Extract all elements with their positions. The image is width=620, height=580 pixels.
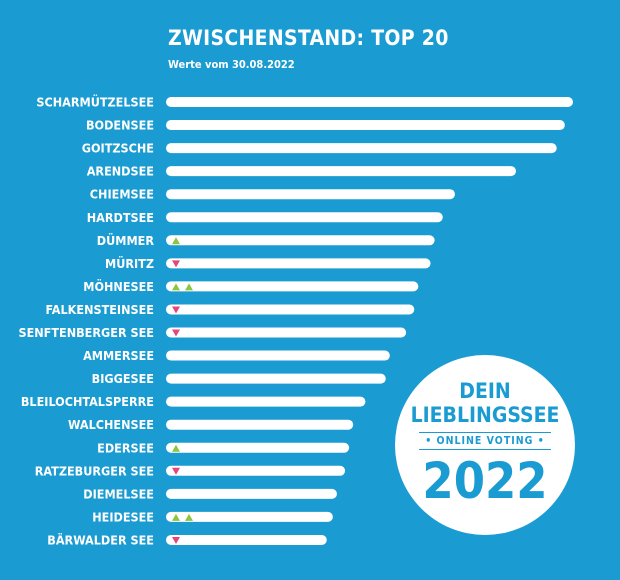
bar [166, 488, 337, 499]
bar [166, 97, 573, 107]
category-label: WALCHENSEE [68, 417, 154, 432]
bar [166, 511, 333, 522]
category-label: DÜMMER [97, 233, 155, 248]
bar [166, 534, 327, 545]
voting-badge: DEIN LIEBLINGSSEE • ONLINE VOTING • 2022 [395, 355, 575, 535]
bar [166, 304, 415, 315]
trend-down-icon [172, 306, 180, 314]
bar [166, 189, 455, 200]
trend-up-icon [185, 513, 193, 521]
category-label: CHIEMSEE [90, 187, 154, 202]
bar [166, 235, 435, 246]
bar [166, 212, 443, 223]
category-label: HARDTSEE [87, 210, 154, 225]
bar [166, 166, 517, 177]
category-label: RATZEBURGER SEE [35, 463, 154, 478]
chart-title: ZWISCHENSTAND: TOP 20 [168, 26, 449, 50]
bar [166, 419, 354, 430]
badge-line-online-voting: • ONLINE VOTING • [395, 432, 575, 450]
bar [166, 327, 407, 338]
category-label: BODENSEE [86, 118, 154, 133]
category-label: SCHARMÜTZELSEE [36, 95, 154, 110]
bar [166, 373, 386, 384]
trend-up-icon [172, 513, 180, 521]
bar [166, 350, 390, 361]
bar [166, 258, 431, 269]
badge-line-lieblingssee: LIEBLINGSSEE [410, 403, 560, 427]
badge-line-dein: DEIN [459, 379, 511, 403]
badge-divider [419, 432, 551, 433]
category-label: SENFTENBERGER SEE [18, 325, 154, 340]
bar [166, 281, 419, 292]
category-label: DIEMELSEE [83, 486, 154, 501]
category-label: EDERSEE [97, 440, 154, 455]
bar [166, 442, 350, 453]
category-label: BIGGESEE [92, 371, 154, 386]
category-label: ARENDSEE [87, 164, 154, 179]
badge-divider [419, 449, 551, 450]
bar [166, 143, 557, 154]
badge-online-voting-text: • ONLINE VOTING • [425, 435, 545, 447]
bar [166, 120, 565, 131]
badge-year: 2022 [422, 452, 548, 510]
category-label: BÄRWALDER SEE [47, 532, 154, 547]
trend-down-icon [172, 467, 180, 475]
bar [166, 465, 346, 476]
trend-up-icon [172, 283, 180, 291]
trend-down-icon [172, 536, 180, 544]
trend-up-icon [172, 237, 180, 245]
category-label: MÖHNESEE [83, 279, 154, 294]
category-label: HEIDESEE [92, 509, 154, 524]
chart-subtitle: Werte vom 30.08.2022 [168, 58, 295, 71]
category-label: GOITZSCHE [82, 141, 154, 156]
trend-down-icon [172, 260, 180, 268]
category-label: MÜRITZ [105, 256, 154, 271]
bar [166, 396, 366, 407]
trend-up-icon [185, 283, 193, 291]
category-label: FALKENSTEINSEE [46, 302, 154, 317]
category-label: AMMERSEE [83, 348, 154, 363]
trend-down-icon [172, 329, 180, 337]
trend-up-icon [172, 444, 180, 452]
category-label: BLEILOCHTALSPERRE [21, 394, 154, 409]
